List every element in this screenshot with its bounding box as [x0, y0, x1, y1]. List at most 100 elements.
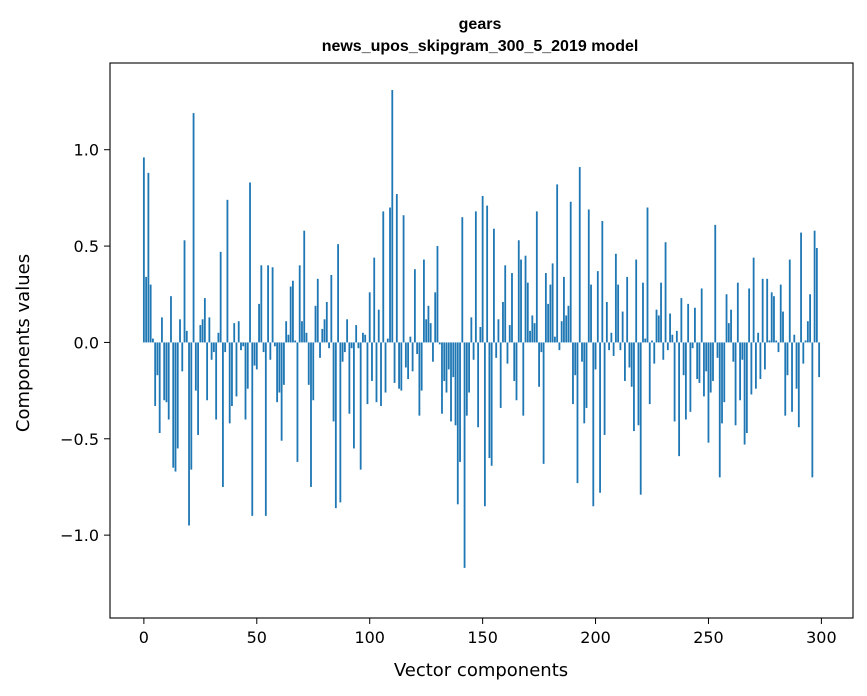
bar-27	[203, 298, 206, 343]
bar-62	[282, 342, 285, 385]
bar-252	[712, 342, 714, 381]
bar-286	[788, 259, 791, 343]
bar-298	[815, 248, 818, 343]
bar-51	[258, 303, 260, 343]
bar-173	[533, 323, 536, 343]
bar-133	[443, 342, 446, 381]
bar-150	[481, 195, 484, 343]
bar-35	[222, 342, 224, 487]
bar-66	[292, 280, 294, 343]
bar-214	[626, 276, 629, 343]
bar-25	[199, 325, 202, 343]
bar-0	[142, 157, 145, 343]
bar-87	[339, 342, 342, 503]
bar-157	[497, 319, 500, 343]
bar-76	[314, 305, 317, 343]
bar-219	[637, 342, 640, 426]
bar-15	[176, 342, 179, 449]
bar-39	[231, 342, 233, 407]
bar-89	[343, 342, 346, 353]
bar-184	[558, 342, 561, 351]
bar-168	[522, 342, 525, 416]
bar-277	[768, 340, 771, 343]
bar-266	[743, 342, 746, 445]
bar-261	[732, 342, 735, 362]
bar-230	[662, 342, 665, 360]
bar-75	[312, 342, 315, 401]
bar-6	[156, 342, 159, 376]
bar-60	[278, 342, 281, 393]
bar-158	[499, 342, 502, 408]
bar-73	[307, 342, 310, 385]
bar-245	[696, 342, 699, 380]
bar-215	[628, 342, 631, 368]
bar-32	[215, 342, 218, 420]
bar-299	[818, 342, 821, 378]
bar-280	[775, 340, 778, 343]
bar-10	[165, 342, 168, 403]
bar-106	[382, 211, 385, 343]
bar-218	[635, 259, 638, 343]
bar-93	[353, 342, 355, 449]
bar-132	[441, 342, 443, 414]
bar-174	[535, 211, 538, 343]
bar-64	[287, 334, 290, 343]
bar-246	[698, 342, 701, 383]
bar-217	[633, 342, 635, 432]
bar-172	[531, 315, 534, 343]
bar-282	[779, 284, 782, 343]
bar-52	[260, 265, 263, 343]
bar-92	[350, 342, 353, 349]
bar-20	[188, 342, 190, 526]
bar-163	[511, 273, 513, 343]
bar-69	[298, 265, 301, 343]
bar-144	[468, 342, 470, 393]
bar-207	[610, 332, 613, 343]
bar-38	[228, 342, 231, 424]
bar-159	[502, 301, 504, 343]
bar-21	[190, 342, 193, 470]
bar-228	[657, 315, 660, 343]
y-tick-label: 1.0	[74, 141, 99, 160]
bar-251	[709, 342, 712, 393]
bar-9	[163, 342, 166, 401]
bar-191	[574, 342, 577, 376]
bar-128	[432, 342, 434, 362]
bar-175	[538, 342, 540, 387]
bar-101	[371, 342, 373, 381]
bar-98	[364, 334, 367, 343]
bar-265	[741, 342, 744, 360]
x-axis-label: Vector components	[394, 660, 568, 681]
bar-59	[276, 342, 279, 403]
bar-108	[386, 338, 389, 343]
bar-16	[179, 319, 181, 343]
bar-4	[152, 338, 154, 343]
bar-238	[680, 298, 683, 343]
bar-167	[520, 259, 522, 343]
bar-284	[784, 342, 787, 416]
bar-171	[529, 330, 531, 343]
bar-253	[714, 224, 717, 343]
x-tick-label: 200	[580, 628, 611, 647]
bar-262	[734, 342, 737, 426]
x-tick-label: 150	[467, 628, 498, 647]
bar-67	[294, 340, 297, 343]
bar-34	[219, 251, 222, 343]
bar-229	[660, 282, 662, 343]
bar-255	[718, 342, 721, 478]
bar-54	[264, 342, 267, 516]
bar-237	[678, 342, 681, 457]
bar-202	[599, 342, 601, 493]
bar-56	[269, 342, 272, 360]
bar-241	[687, 303, 690, 343]
bar-264	[739, 342, 741, 401]
bar-220	[639, 342, 642, 495]
bar-57	[271, 267, 274, 343]
bar-113	[398, 342, 400, 389]
bar-110	[391, 89, 394, 343]
bar-129	[434, 292, 437, 343]
bar-33	[217, 332, 220, 343]
bar-100	[368, 292, 371, 343]
bar-74	[310, 342, 312, 487]
